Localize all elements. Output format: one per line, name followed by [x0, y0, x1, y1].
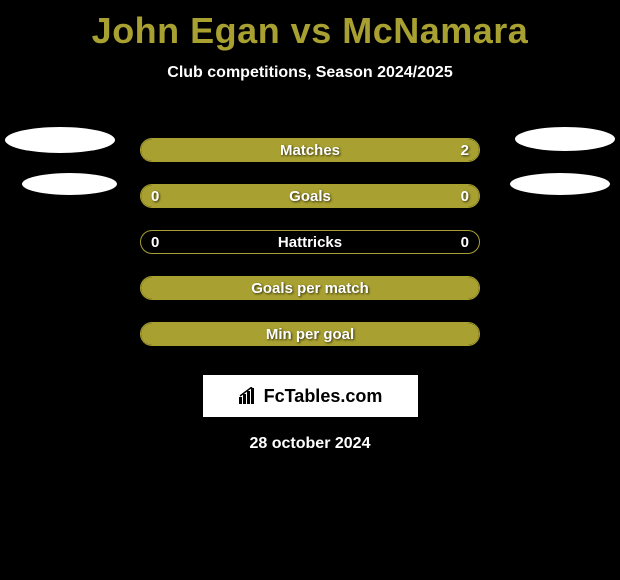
stat-bar: 0 Hattricks 0 — [140, 230, 480, 254]
stat-row-min-per-goal: Min per goal — [0, 311, 620, 357]
stat-row-goals: 0 Goals 0 — [0, 173, 620, 219]
decor-ellipse-icon — [510, 173, 610, 195]
stat-row-hattricks: 0 Hattricks 0 — [0, 219, 620, 265]
decor-ellipse-icon — [5, 127, 115, 153]
stat-bar: Min per goal — [140, 322, 480, 346]
stat-value-right: 2 — [461, 142, 469, 159]
stat-bar: Goals per match — [140, 276, 480, 300]
stat-value-right: 0 — [461, 188, 469, 205]
decor-ellipse-icon — [515, 127, 615, 151]
stat-row-matches: Matches 2 — [0, 127, 620, 173]
page-title: John Egan vs McNamara — [0, 0, 620, 52]
stats-area: Matches 2 0 Goals 0 0 Hattricks 0 Goals … — [0, 127, 620, 357]
date-label: 28 october 2024 — [0, 435, 620, 453]
stat-value-left: 0 — [151, 188, 159, 205]
stat-value-left: 0 — [151, 234, 159, 251]
stat-bar: Matches 2 — [140, 138, 480, 162]
stat-label: Matches — [280, 142, 340, 159]
stat-value-right: 0 — [461, 234, 469, 251]
stat-row-goals-per-match: Goals per match — [0, 265, 620, 311]
stat-label: Min per goal — [266, 326, 354, 343]
brand-badge: FcTables.com — [203, 375, 418, 417]
brand-label: FcTables.com — [264, 386, 383, 407]
stat-label: Goals — [289, 188, 331, 205]
stat-bar: 0 Goals 0 — [140, 184, 480, 208]
stat-label: Hattricks — [278, 234, 342, 251]
page-subtitle: Club competitions, Season 2024/2025 — [0, 64, 620, 82]
stat-label: Goals per match — [251, 280, 369, 297]
decor-ellipse-icon — [22, 173, 117, 195]
bars-icon — [238, 387, 260, 405]
